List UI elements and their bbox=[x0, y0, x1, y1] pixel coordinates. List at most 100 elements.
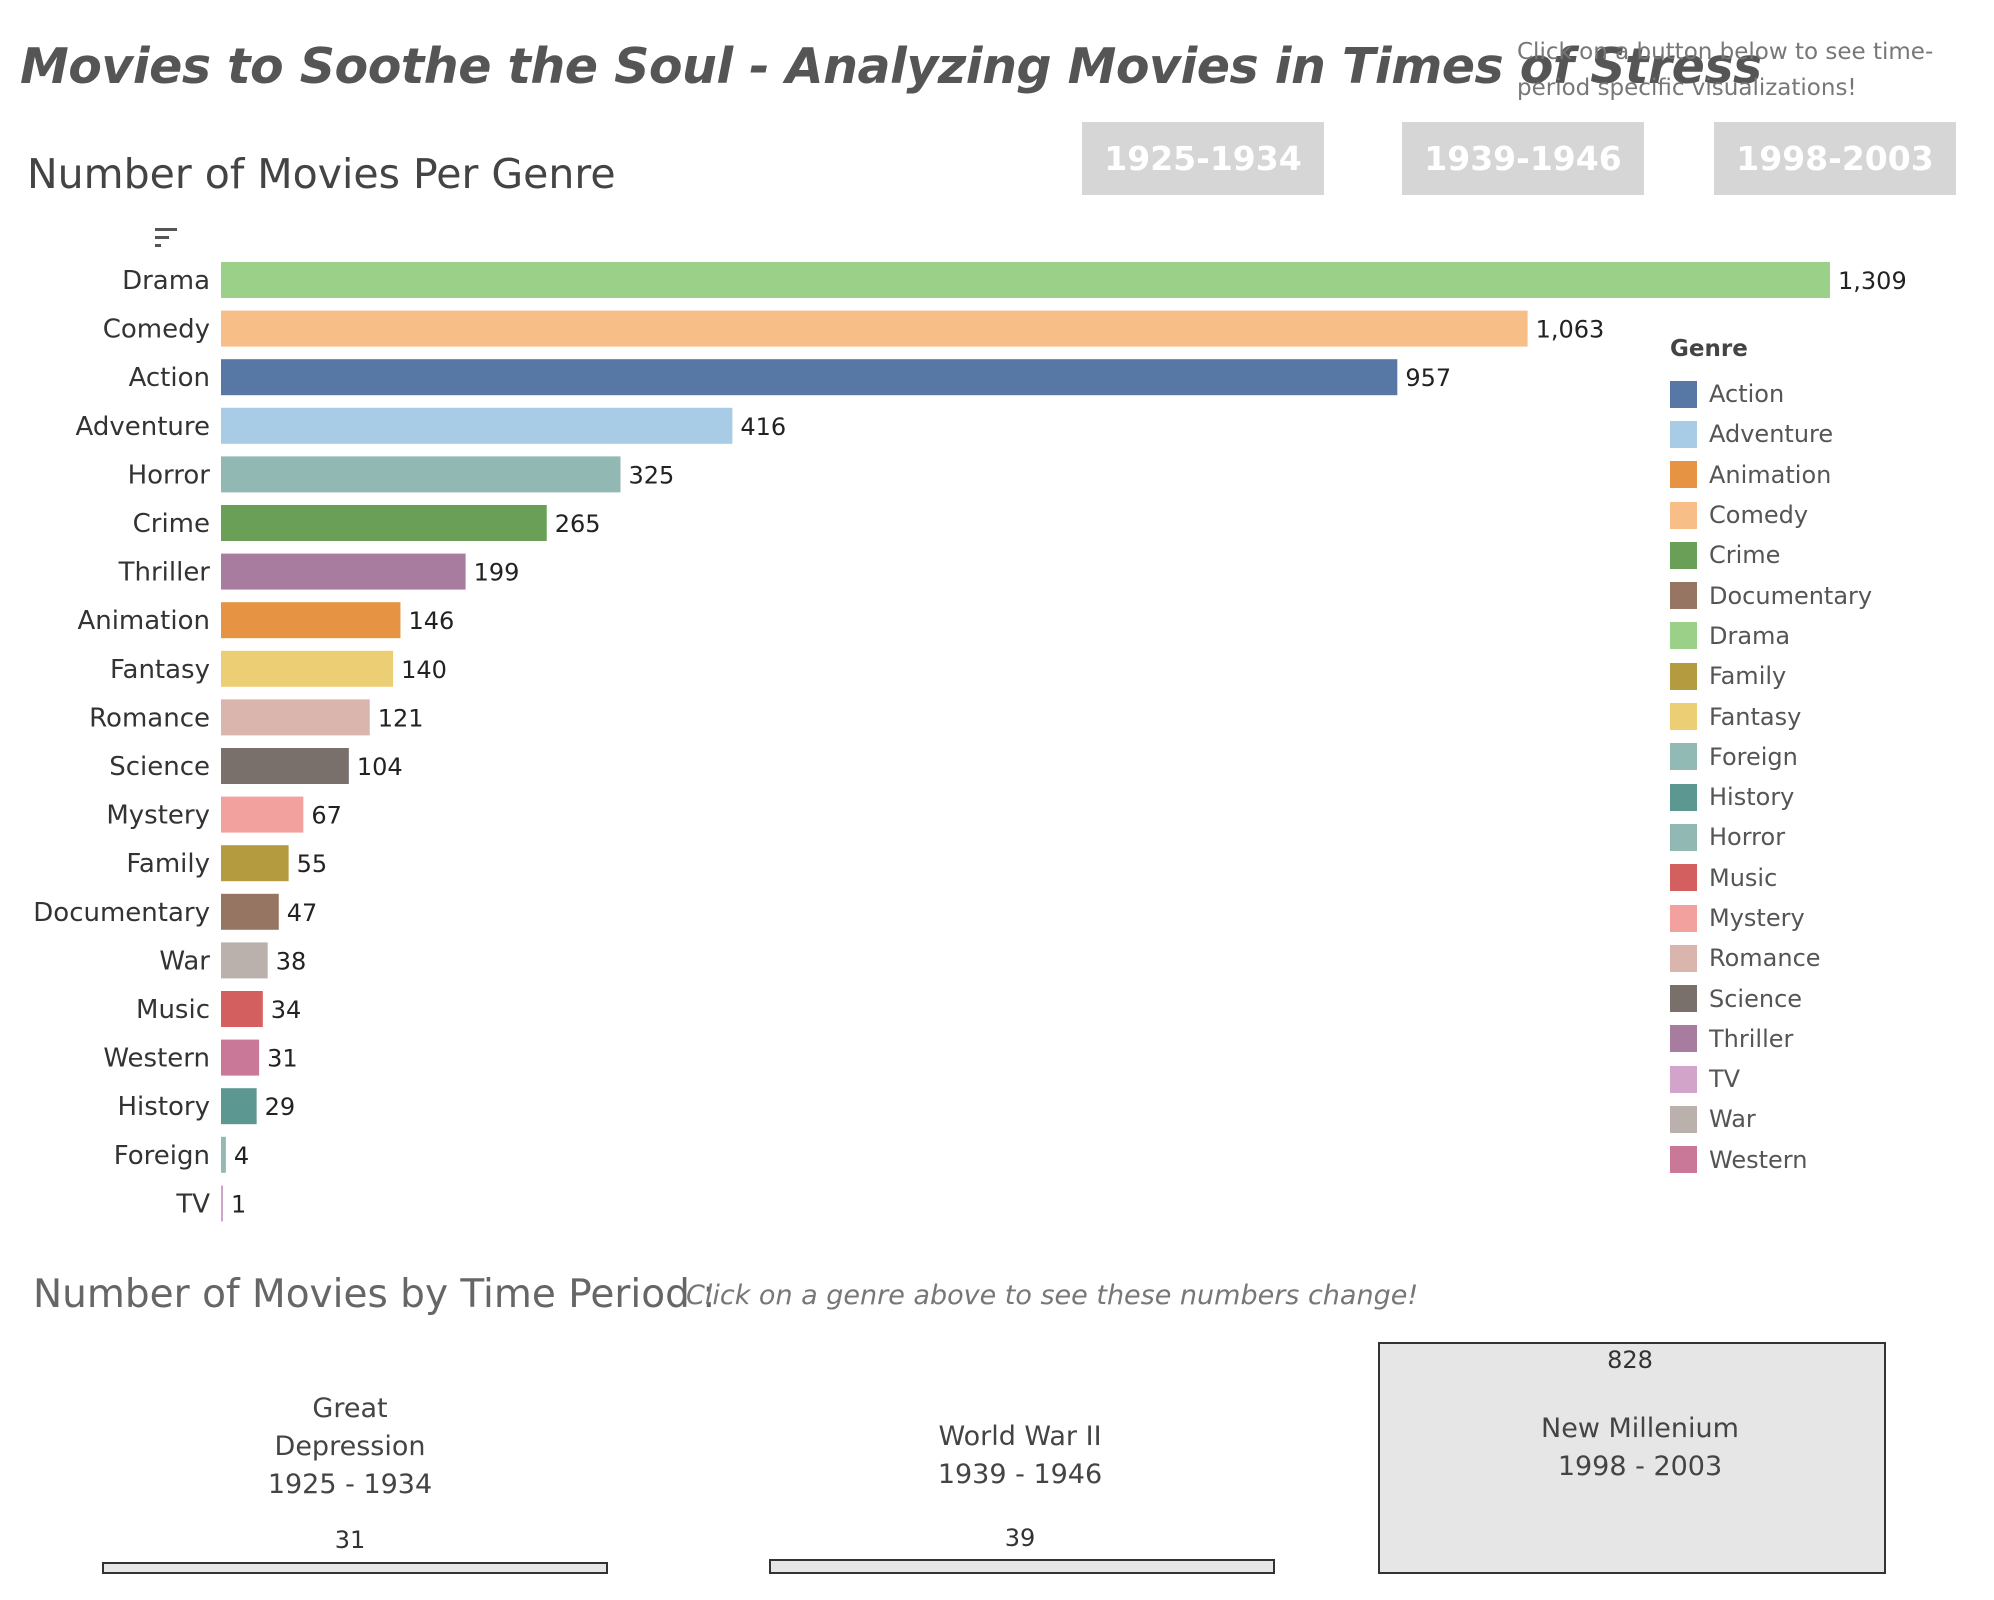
legend-label-comedy: Comedy bbox=[1709, 501, 1809, 530]
legend-label-romance: Romance bbox=[1709, 944, 1821, 973]
legend-item-comedy[interactable]: Comedy bbox=[1670, 495, 1872, 535]
bar-crime[interactable] bbox=[221, 505, 547, 541]
legend-item-western[interactable]: Western bbox=[1670, 1140, 1872, 1180]
bar-romance[interactable] bbox=[221, 699, 370, 736]
value-label-documentary: 47 bbox=[287, 899, 318, 927]
legend-item-fantasy[interactable]: Fantasy bbox=[1670, 696, 1872, 736]
legend-swatch-romance bbox=[1670, 944, 1697, 972]
legend-swatch-adventure bbox=[1670, 420, 1697, 448]
period-count-great-depression: 31 bbox=[334, 1526, 366, 1554]
category-label-drama: Drama bbox=[122, 266, 210, 296]
category-label-science: Science bbox=[109, 752, 210, 782]
bar-action[interactable] bbox=[221, 359, 1398, 396]
value-label-music: 34 bbox=[271, 996, 302, 1024]
period-button-1939-1946[interactable]: 1939-1946 bbox=[1402, 122, 1644, 195]
value-label-horror: 325 bbox=[628, 461, 674, 489]
bar-mystery[interactable] bbox=[221, 796, 304, 833]
bar-western[interactable] bbox=[221, 1039, 260, 1076]
period-button-1925-1934[interactable]: 1925-1934 bbox=[1082, 122, 1324, 195]
legend-swatch-horror bbox=[1670, 823, 1697, 851]
main-title: Movies to Soothe the Soul - Analyzing Mo… bbox=[20, 38, 1762, 95]
legend-item-war[interactable]: War bbox=[1670, 1099, 1872, 1139]
legend-item-science[interactable]: Science bbox=[1670, 978, 1872, 1018]
legend-swatch-tv bbox=[1670, 1065, 1697, 1093]
legend-item-drama[interactable]: Drama bbox=[1670, 616, 1872, 656]
time-period-hint: Click on a genre above to see these numb… bbox=[686, 1280, 1419, 1311]
legend-item-thriller[interactable]: Thriller bbox=[1670, 1019, 1872, 1059]
legend-item-horror[interactable]: Horror bbox=[1670, 817, 1872, 857]
legend-item-history[interactable]: History bbox=[1670, 777, 1872, 817]
legend-swatch-thriller bbox=[1670, 1025, 1697, 1053]
legend-label-documentary: Documentary bbox=[1709, 581, 1873, 610]
value-label-romance: 121 bbox=[378, 704, 424, 732]
legend-item-foreign[interactable]: Foreign bbox=[1670, 737, 1872, 777]
bar-documentary[interactable] bbox=[221, 893, 279, 930]
legend-swatch-drama bbox=[1670, 622, 1697, 650]
legend-item-music[interactable]: Music bbox=[1670, 858, 1872, 898]
chart-title: Number of Movies Per Genre bbox=[27, 150, 616, 198]
legend-label-adventure: Adventure bbox=[1709, 420, 1834, 449]
bar-foreign[interactable] bbox=[221, 1136, 226, 1173]
bar-science[interactable] bbox=[221, 748, 349, 784]
category-label-music: Music bbox=[136, 995, 210, 1025]
legend-swatch-history bbox=[1670, 783, 1697, 811]
bar-adventure[interactable] bbox=[221, 407, 733, 444]
category-label-action: Action bbox=[129, 363, 210, 393]
legend-item-tv[interactable]: TV bbox=[1670, 1059, 1872, 1099]
bar-music[interactable] bbox=[221, 991, 263, 1027]
legend-item-crime[interactable]: Crime bbox=[1670, 535, 1872, 575]
category-label-tv: TV bbox=[175, 1189, 210, 1219]
bar-horror[interactable] bbox=[221, 456, 621, 493]
legend-swatch-science bbox=[1670, 985, 1697, 1013]
period-box-great-depression[interactable] bbox=[102, 1562, 608, 1574]
category-label-western: Western bbox=[103, 1044, 210, 1074]
bar-family[interactable] bbox=[221, 845, 289, 882]
category-label-history: History bbox=[118, 1092, 211, 1122]
value-label-comedy: 1,063 bbox=[1536, 316, 1605, 344]
value-label-foreign: 4 bbox=[234, 1142, 249, 1170]
legend-swatch-animation bbox=[1670, 461, 1697, 489]
legend-label-history: History bbox=[1709, 783, 1795, 812]
legend-item-action[interactable]: Action bbox=[1670, 374, 1872, 414]
value-label-fantasy: 140 bbox=[401, 656, 447, 684]
bar-comedy[interactable] bbox=[221, 310, 1528, 347]
period-box-new-millenium[interactable] bbox=[1378, 1342, 1886, 1574]
legend-swatch-documentary bbox=[1670, 582, 1697, 610]
category-label-foreign: Foreign bbox=[114, 1141, 210, 1171]
bar-fantasy[interactable] bbox=[221, 650, 394, 687]
period-label-great-depression: Great Depression 1925 - 1934 bbox=[267, 1393, 433, 1500]
category-label-fantasy: Fantasy bbox=[110, 655, 210, 685]
category-label-war: War bbox=[159, 946, 210, 976]
category-label-crime: Crime bbox=[133, 509, 210, 539]
legend-item-romance[interactable]: Romance bbox=[1670, 938, 1872, 978]
period-box-world-war-ii[interactable] bbox=[769, 1559, 1275, 1574]
time-period-title: Number of Movies by Time Period : bbox=[33, 1272, 716, 1317]
value-label-action: 957 bbox=[1405, 364, 1451, 392]
bar-thriller[interactable] bbox=[221, 553, 466, 590]
value-label-crime: 265 bbox=[555, 510, 601, 538]
legend-swatch-fantasy bbox=[1670, 703, 1697, 731]
category-label-horror: Horror bbox=[128, 460, 211, 490]
period-button-1998-2003[interactable]: 1998-2003 bbox=[1714, 122, 1956, 195]
legend-swatch-action bbox=[1670, 380, 1697, 408]
genre-legend: Genre Action Adventure Animation Comedy Crim… bbox=[1670, 336, 1872, 1180]
legend-item-adventure[interactable]: Adventure bbox=[1670, 414, 1872, 454]
bar-tv[interactable] bbox=[221, 1185, 223, 1222]
legend-swatch-foreign bbox=[1670, 743, 1697, 771]
legend-title: Genre bbox=[1670, 336, 1748, 362]
bar-animation[interactable] bbox=[221, 602, 401, 639]
bar-drama[interactable] bbox=[221, 262, 1830, 298]
legend-label-fantasy: Fantasy bbox=[1709, 702, 1802, 731]
legend-item-animation[interactable]: Animation bbox=[1670, 455, 1872, 495]
sort-icon[interactable] bbox=[155, 226, 179, 250]
bar-history[interactable] bbox=[221, 1088, 257, 1125]
value-label-science: 104 bbox=[357, 753, 403, 781]
bar-war[interactable] bbox=[221, 942, 268, 979]
legend-item-documentary[interactable]: Documentary bbox=[1670, 575, 1872, 615]
legend-item-family[interactable]: Family bbox=[1670, 656, 1872, 696]
category-label-thriller: Thriller bbox=[118, 558, 211, 588]
legend-label-crime: Crime bbox=[1709, 541, 1781, 570]
value-label-thriller: 199 bbox=[474, 559, 520, 587]
legend-item-mystery[interactable]: Mystery bbox=[1670, 898, 1872, 938]
legend-label-horror: Horror bbox=[1709, 823, 1786, 852]
